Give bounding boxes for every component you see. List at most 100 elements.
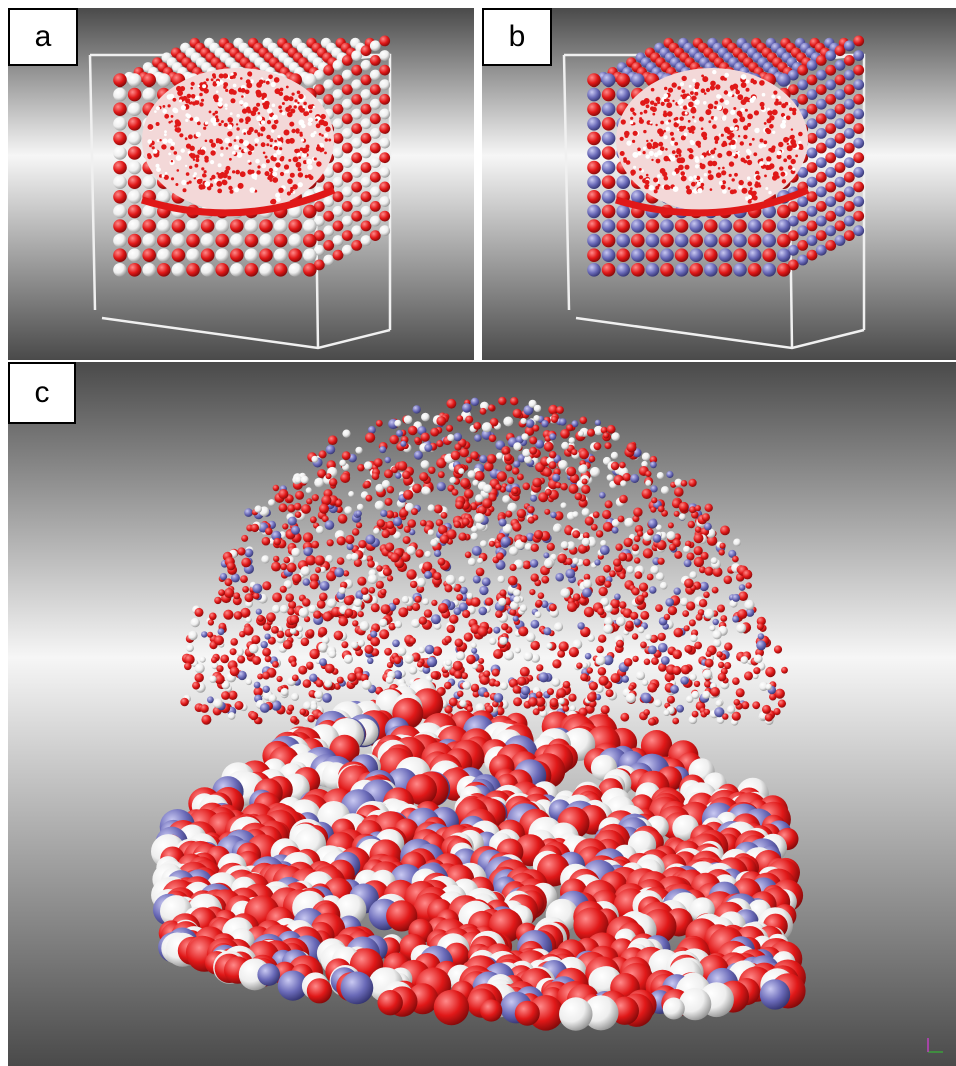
crystal-atom [843,55,855,66]
small-molecule [464,489,474,499]
small-molecule [624,517,635,528]
crystal-atom [351,108,363,120]
crystal-atom [645,233,660,248]
cluster-atom [377,990,403,1016]
small-molecule [621,675,629,683]
small-molecule [285,593,295,602]
cavity-atom [763,122,767,125]
cavity-atom [222,179,228,186]
small-molecule [424,570,433,579]
small-molecule [560,588,571,598]
cavity-atom [681,89,686,94]
small-molecule [648,717,656,726]
cavity-atom [663,184,670,190]
small-molecule [355,510,362,517]
small-molecule [218,589,226,596]
cavity-atom [272,171,278,177]
cavity-atom [677,86,682,90]
crystal-atom [379,196,391,207]
cluster-atom [583,995,619,1031]
small-molecule [544,488,552,496]
cavity-atom [743,125,749,131]
cavity-atom [677,100,682,105]
cavity-atom [630,107,635,113]
small-molecule [600,426,608,434]
cavity-atom [692,115,695,119]
cavity-atom [759,138,764,143]
cavity-atom [164,130,167,134]
cluster-atom [306,978,332,1004]
cavity-atom [778,141,784,148]
cavity-atom [218,122,222,127]
crystal-atom [379,210,391,222]
cluster-atom [433,989,470,1026]
crystal-atom [113,131,127,146]
crystal-atom [587,117,601,131]
small-molecule [454,443,462,451]
small-molecule [634,557,641,564]
small-molecule [688,478,697,487]
small-molecule [472,575,481,584]
small-molecule [525,419,535,428]
small-molecule [283,556,291,564]
crystal-atom [853,93,865,105]
crystal-atom [843,40,855,52]
small-molecule [245,616,252,623]
small-molecule [241,557,252,568]
cavity-atom [278,187,284,193]
small-molecule [643,658,651,666]
crystal-atom [797,196,809,208]
crystal-atom [332,249,344,261]
small-molecule [656,540,667,551]
small-molecule [367,657,374,664]
small-molecule [673,510,680,517]
small-molecule [543,552,550,559]
small-molecule [461,517,470,526]
small-molecule [457,690,464,697]
small-molecule [276,630,285,639]
space-filling-cluster [151,678,806,1031]
small-molecule [680,676,689,685]
cavity-atom [170,115,174,118]
small-molecule [718,661,725,669]
crystal-atom [351,210,363,222]
small-molecule [695,613,703,621]
small-molecule [637,530,644,537]
cluster-atom [640,730,673,762]
crystal-atom [806,59,818,71]
small-molecule [704,566,714,576]
small-molecule [291,692,299,701]
crystal-atom [303,233,317,248]
cavity-atom [197,84,200,88]
small-molecule [465,415,474,424]
cavity-atom [291,92,295,96]
small-molecule [462,609,471,619]
small-molecule [319,592,328,602]
crystal-atom [806,235,818,246]
crystal-atom [825,79,837,91]
small-molecule [513,442,522,451]
small-molecule [192,681,201,690]
cavity-atom [710,80,716,87]
cluster-atom [678,987,712,1021]
cavity-atom [247,159,251,163]
small-molecule [701,513,711,522]
small-molecule [471,545,482,556]
small-molecule [294,511,302,518]
cavity-atom [228,88,235,95]
cavity-atom [243,140,249,147]
small-molecule [387,575,394,582]
cavity-atom [180,148,185,153]
crystal-atom [113,190,127,204]
small-molecule [286,494,294,503]
crystal-atom [806,118,818,130]
small-molecule [541,575,550,584]
small-molecule [645,480,652,487]
cavity-atom [784,101,789,106]
cavity-atom [672,186,679,193]
small-molecule [448,697,458,707]
cavity-atom [175,120,182,127]
cavity-atom [196,121,201,126]
cavity-atom [715,84,721,90]
cavity-atom [651,158,654,162]
